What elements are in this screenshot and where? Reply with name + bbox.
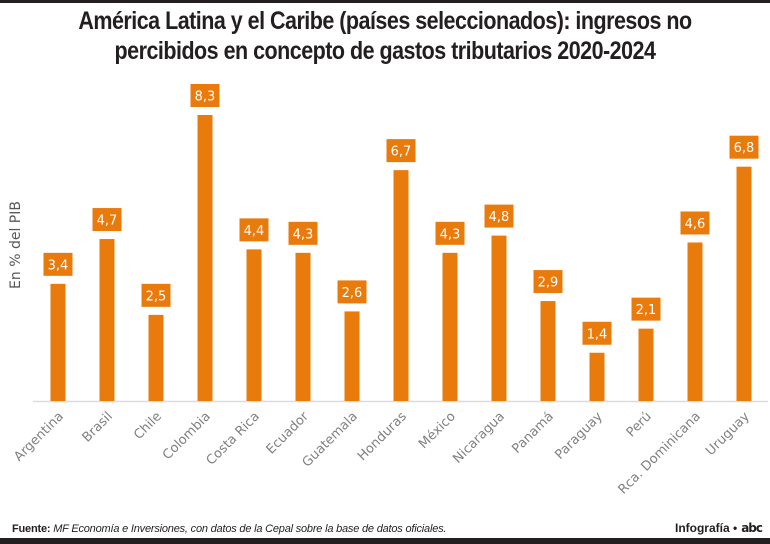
data-label-box [92,208,122,232]
top-rule [0,0,770,3]
data-label-box [141,283,171,307]
bar [344,311,360,401]
bar [442,252,458,401]
credit: Infografía • abc [674,521,763,535]
data-label: 2,6 [342,286,363,301]
data-label-box [43,252,73,276]
data-label: 4,7 [97,214,118,229]
x-tick-label: Chile [131,409,165,443]
data-label-box [533,270,563,294]
title-line-1: América Latina y el Caribe (países selec… [78,7,692,35]
x-tick-label: Argentina [11,409,66,464]
x-tick-label: Brasil [80,409,116,445]
x-tick-label: Paraguay [552,409,606,463]
x-tick-label: Uruguay [703,409,753,459]
bar [393,170,409,401]
data-label: 4,3 [440,227,461,242]
bar [638,328,654,401]
x-tick-label: México [416,409,459,452]
data-label: 2,1 [636,303,657,318]
data-label: 3,4 [48,258,69,273]
x-tick-label: Honduras [355,409,410,464]
data-label: 8,3 [195,90,216,105]
source-text: MF Economía e Inversiones, con datos de … [53,523,447,535]
x-tick-label: Costa Rica [204,409,263,468]
bar [148,314,164,401]
data-label-box [386,139,416,163]
bar [295,252,311,401]
data-label: 4,3 [293,227,314,242]
data-label-box [680,211,710,235]
data-label: 6,7 [391,145,412,160]
bar [99,239,115,401]
x-tick-label: Panamá [509,409,556,456]
source-label: Fuente: [12,523,51,535]
bar [540,301,556,401]
bottom-rule [0,538,770,544]
data-label: 2,5 [146,289,167,304]
x-tick-label: Nicaragua [450,409,507,466]
bar [246,249,262,401]
data-label: 4,4 [244,224,265,239]
data-label-box [484,204,514,228]
chart-title: América Latina y el Caribe (países selec… [54,6,716,66]
data-label: 6,8 [734,141,755,156]
bar [491,235,507,401]
data-label-box [239,218,269,242]
credit-label: Infografía • [674,521,738,535]
bar-chart: 3,4Argentina4,7Brasil2,5Chile8,3Colombia… [11,84,768,497]
data-label-box [582,321,612,345]
x-tick-label: Perú [624,409,655,440]
data-label-box [631,297,661,321]
x-tick-label: Rca. Dominicana [616,409,704,497]
data-label: 4,6 [685,217,706,232]
source-note: Fuente: MF Economía e Inversiones, con d… [12,523,446,535]
title-line-2: percibidos en concepto de gastos tributa… [114,37,656,65]
data-label: 2,9 [538,276,559,291]
data-label-box [435,221,465,245]
data-label-box [288,221,318,245]
bar [197,115,213,401]
bar [736,166,752,401]
bar [589,352,605,401]
data-label-box [190,84,220,107]
abc-logo: abc [741,521,763,535]
x-tick-label: Ecuador [264,409,313,458]
data-label: 4,8 [489,210,510,225]
data-label: 1,4 [587,327,608,342]
bar [50,283,66,401]
data-label-box [729,135,759,159]
bar [687,242,703,401]
data-label-box [337,280,367,304]
